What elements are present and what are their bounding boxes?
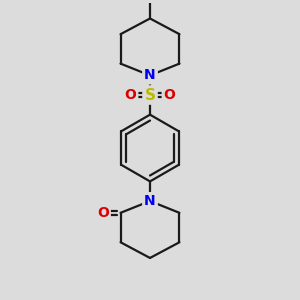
Text: S: S <box>145 88 155 103</box>
Text: O: O <box>164 88 176 102</box>
Text: N: N <box>144 68 156 83</box>
Text: N: N <box>144 194 156 208</box>
Text: O: O <box>124 88 136 102</box>
Text: O: O <box>97 206 109 220</box>
